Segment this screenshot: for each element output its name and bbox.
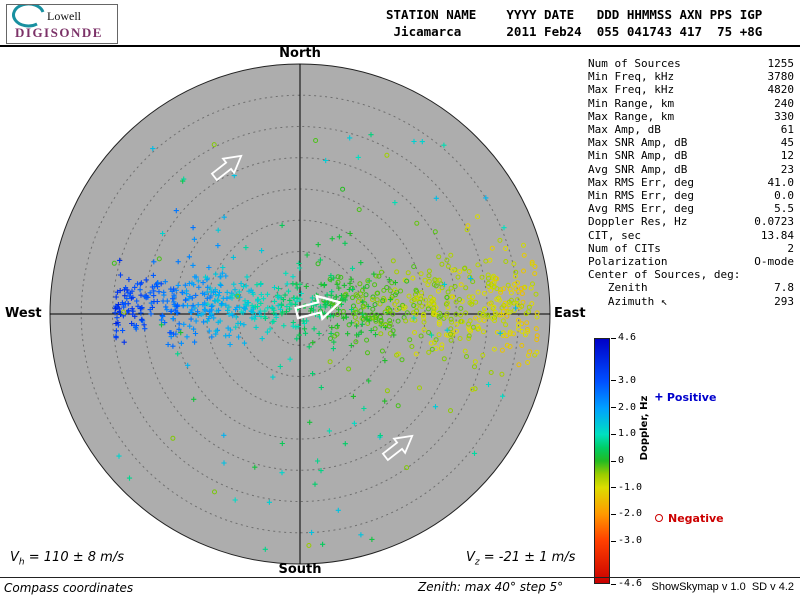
colorbar-tick <box>611 337 616 339</box>
footer-divider <box>0 577 800 578</box>
stat-row: Min Freq, kHz 3780 <box>588 70 794 84</box>
compass-label-east: East <box>554 306 586 321</box>
colorbar-tick-label: -1.0 <box>618 481 643 493</box>
plus-marker-icon: + <box>655 390 663 405</box>
circle-marker-icon <box>655 514 663 522</box>
stat-row: Num of Sources 1255 <box>588 57 794 70</box>
legend-positive: + Positive <box>655 390 716 405</box>
stat-row: Min Range, km 240 <box>588 96 794 110</box>
vertical-velocity: Vz = -21 ± 1 m/s <box>466 550 576 568</box>
legend-negative-label: Negative <box>668 512 724 525</box>
coordinate-mode-label: Compass coordinates <box>4 581 134 595</box>
colorbar-tick <box>611 540 616 542</box>
stats-panel: Num of Sources 1255 Min Freq, kHz 3780 Max F… <box>588 57 794 308</box>
colorbar-tick-label: -2.0 <box>618 508 643 520</box>
compass-label-north: North <box>279 46 321 61</box>
stat-row: Doppler Res, Hz 0.0723 <box>588 215 794 229</box>
stat-row: Center of Sources, deg: <box>588 268 741 282</box>
logo-line2: DIGISONDE <box>15 25 103 40</box>
lowell-digisonde-logo: Lowell DIGISONDE <box>6 2 118 44</box>
stat-row: Polarization O-mode <box>588 255 794 269</box>
skymap-plot <box>49 63 551 565</box>
logo-swoosh-icon <box>12 2 45 28</box>
colorbar-tick-label: 3.0 <box>618 374 637 386</box>
stat-row: Min RMS Err, deg 0.0 <box>588 189 794 203</box>
logo-graphic: Lowell DIGISONDE <box>12 2 103 40</box>
colorbar-tick <box>611 407 616 409</box>
colorbar-tick <box>611 513 616 515</box>
colorbar-tick <box>611 487 616 489</box>
drift-direction-arrow-icon <box>381 434 414 462</box>
version-label: ShowSkymap v 1.0 SD v 4.2 <box>651 581 794 593</box>
zenith-range-label: Zenith: max 40° step 5° <box>418 580 564 594</box>
stat-row: Min SNR Amp, dB 12 <box>588 149 794 163</box>
compass-label-west: West <box>5 306 42 321</box>
colorbar-tick-label: -4.6 <box>618 578 643 589</box>
logo-line1: Lowell <box>47 9 82 23</box>
colorbar-tick-label: 1.0 <box>618 428 637 440</box>
colorbar-axis-label: Doppler, Hz <box>639 395 650 461</box>
stat-row: Max SNR Amp, dB 45 <box>588 136 794 150</box>
drift-direction-arrow-icon <box>210 154 243 182</box>
stat-row: Zenith 7.8 <box>588 281 794 295</box>
stat-row: Max Range, km 330 <box>588 109 794 123</box>
stat-row: CIT, sec 13.84 <box>588 228 794 242</box>
header-divider <box>0 45 800 47</box>
doppler-colorbar <box>594 338 610 584</box>
colorbar-tick-label: 4.6 <box>618 332 637 343</box>
colorbar-tick <box>611 460 616 462</box>
colorbar-tick <box>611 433 616 435</box>
colorbar-tick-label: 0 <box>618 455 625 466</box>
stat-row: Azimuth ↖ 293 <box>588 294 794 308</box>
colorbar-tick-label: 2.0 <box>618 401 637 413</box>
header: STATION NAME YYYY DATE DDD HHMMSS AXN PP… <box>386 6 762 40</box>
horizontal-velocity: Vh = 110 ± 8 m/s <box>10 550 124 568</box>
colorbar-tick <box>611 380 616 382</box>
header-columns: STATION NAME YYYY DATE DDD HHMMSS AXN PP… <box>386 7 763 22</box>
stat-row: Avg RMS Err, deg 5.5 <box>588 202 794 216</box>
stat-row: Avg SNR Amp, dB 23 <box>588 162 794 176</box>
stat-row: Max RMS Err, deg 41.0 <box>588 175 794 189</box>
stat-row: Max Amp, dB 61 <box>588 123 794 137</box>
doppler-sources <box>111 132 540 552</box>
stat-row: Num of CITs 2 <box>588 241 794 255</box>
stat-row: Max Freq, kHz 4820 <box>588 83 794 97</box>
header-values: Jicamarca 2011 Feb24 055 041743 417 75 +… <box>386 24 763 39</box>
drift-direction-arrow-icon <box>294 294 343 321</box>
legend-negative: Negative <box>655 512 724 525</box>
colorbar-tick <box>611 583 616 585</box>
legend-positive-label: Positive <box>666 391 717 404</box>
colorbar-tick-label: -3.0 <box>618 535 643 547</box>
compass-label-south: South <box>278 562 322 577</box>
